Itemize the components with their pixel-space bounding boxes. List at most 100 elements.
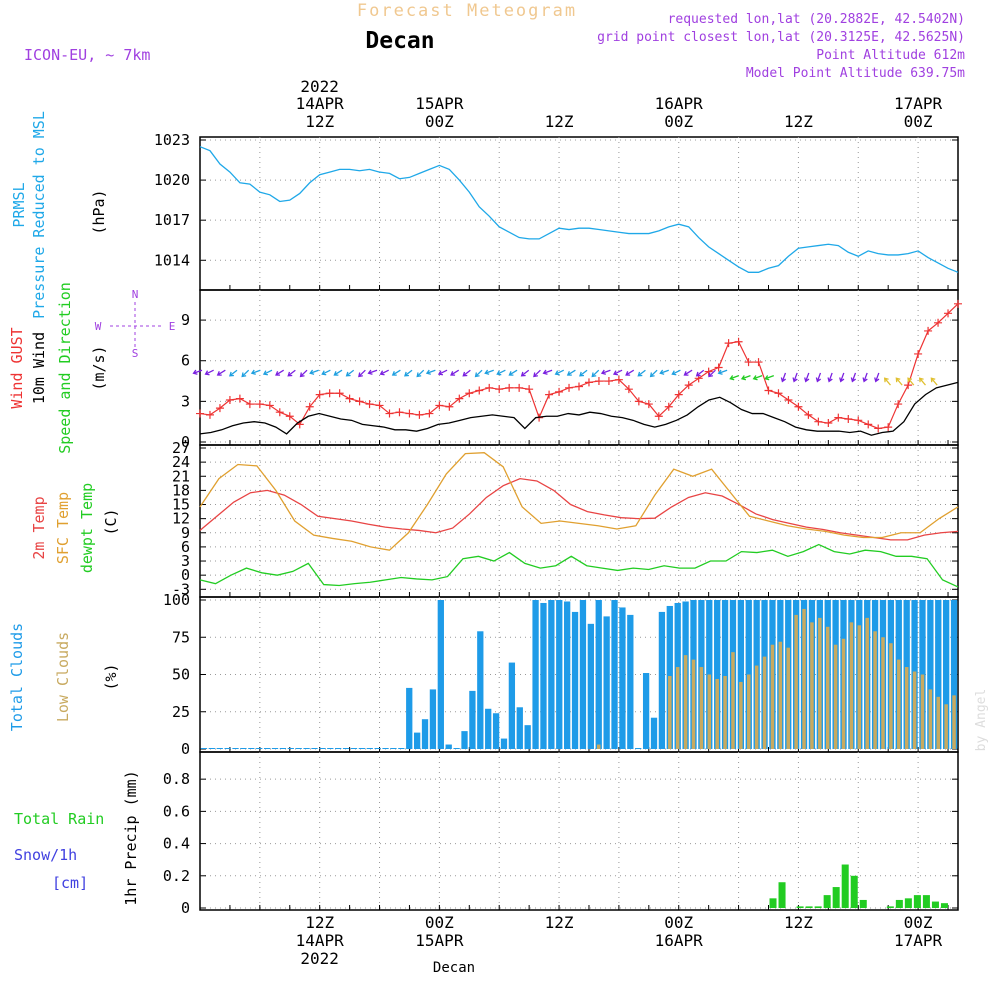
total-cloud-bar — [556, 600, 563, 749]
total-cloud-bar — [737, 600, 745, 749]
rain-bar — [940, 903, 948, 908]
gust-marker — [814, 417, 823, 426]
low-cloud-bar — [596, 744, 601, 749]
wind-direction-arrow — [566, 369, 576, 376]
total-cloud-bar — [311, 748, 318, 749]
low-cloud-bar — [920, 674, 925, 749]
gust-marker — [604, 377, 613, 386]
y-tick-label: 3 — [181, 552, 190, 570]
y-tick-label: 3 — [181, 392, 190, 410]
total-cloud-bar — [508, 662, 516, 749]
wind-direction-arrow — [474, 369, 483, 378]
y-tick-label: 0.2 — [163, 867, 190, 885]
total-cloud-bar — [564, 601, 571, 749]
low-cloud-bar — [857, 625, 862, 749]
cloud-label-total: Total Clouds — [8, 623, 26, 731]
wind-direction-arrow — [367, 369, 378, 375]
total-cloud-bar — [374, 748, 381, 749]
gust-marker — [634, 397, 643, 406]
low-cloud-bar — [683, 655, 688, 749]
rain-bar — [931, 901, 939, 908]
gust-marker — [904, 381, 913, 390]
point-altitude: Point Altitude 612m — [816, 48, 965, 63]
total-cloud-bar — [398, 748, 405, 749]
total-cloud-bar — [524, 725, 531, 749]
wind-direction-arrow — [533, 369, 541, 378]
total-cloud-bar — [595, 600, 602, 749]
gust-marker — [724, 339, 733, 348]
gust-marker — [704, 367, 713, 376]
total-cloud-bar — [366, 748, 373, 749]
wind-direction-arrow — [717, 369, 728, 375]
gust-marker — [235, 394, 244, 403]
temp-unit: (C) — [102, 508, 120, 535]
gust-marker — [375, 401, 384, 410]
low-cloud-bar — [889, 643, 893, 749]
y-tick-label: 0.6 — [163, 802, 190, 820]
total-cloud-bar — [500, 738, 508, 749]
top-year: 2022 — [300, 77, 339, 96]
panel-1: 0 3 6 9 — [181, 289, 962, 451]
total-cloud-bar — [650, 717, 658, 749]
gust-marker — [654, 412, 663, 421]
wind-direction-arrow — [579, 369, 588, 377]
bottom-hour-label: 12Z — [305, 913, 334, 932]
model-altitude: Model Point Altitude 639.75m — [746, 66, 965, 81]
total-cloud-bar — [619, 607, 626, 749]
y-tick-label: 6 — [181, 538, 190, 556]
y-tick-label: 100 — [163, 591, 190, 609]
rain-bar — [886, 906, 894, 908]
y-tick-label: 0 — [181, 433, 190, 451]
wind-direction-arrow — [262, 369, 273, 376]
cloud-labels: Total Clouds Low Clouds (%) — [8, 623, 120, 731]
gust-marker — [545, 390, 554, 399]
gust-marker — [824, 419, 833, 428]
total-cloud-bar — [635, 748, 642, 749]
low-cloud-bar — [707, 674, 712, 749]
low-cloud-bar — [849, 622, 854, 749]
rain-bar — [841, 864, 849, 908]
y-tick-label: 12 — [172, 510, 190, 528]
wind-direction-arrow — [416, 369, 425, 378]
y-tick-label: 15 — [172, 496, 190, 514]
wind-direction-arrow — [508, 369, 518, 376]
total-cloud-bar — [548, 600, 555, 749]
total-cloud-bar — [390, 748, 397, 749]
wind-direction-arrow — [907, 377, 915, 386]
total-cloud-bar — [579, 600, 587, 749]
gust-marker — [774, 389, 783, 398]
total-cloud-bar — [303, 748, 310, 749]
gust-marker — [874, 424, 883, 433]
total-cloud-bar — [935, 600, 942, 749]
gust-marker — [305, 402, 314, 411]
total-cloud-bar — [287, 748, 294, 749]
pressure-line — [199, 146, 959, 273]
compass-s: S — [132, 347, 139, 360]
gust-marker — [594, 377, 603, 386]
top-date-label: 16APR — [655, 94, 704, 113]
wind-direction-arrow — [241, 369, 250, 378]
wind-direction-arrow — [804, 372, 810, 383]
wind-direction-arrow — [192, 369, 203, 375]
gust-marker — [415, 410, 424, 419]
bottom-hour-label: 00Z — [425, 913, 454, 932]
panel-0: 1014 1017 1020 1023 — [154, 131, 959, 291]
total-cloud-bar — [232, 748, 239, 749]
total-cloud-bar — [429, 689, 437, 749]
y-tick-label: 0.4 — [163, 835, 190, 853]
wind-direction-arrow — [229, 369, 238, 377]
wind-direction-arrow — [792, 372, 798, 383]
top-hour-label: 12Z — [545, 112, 574, 131]
wind-direction-arrow — [309, 369, 319, 375]
low-cloud-bar — [825, 626, 830, 749]
wind-labels: Wind GUST 10m Wind Speed and Direction (… — [8, 282, 175, 454]
total-cloud-bar — [950, 600, 958, 749]
bottom-date-label: 15APR — [415, 931, 464, 950]
low-cloud-bar — [873, 631, 877, 749]
wind-direction-arrow — [612, 369, 623, 376]
low-cloud-bar — [668, 675, 672, 749]
y-tick-label: 75 — [172, 628, 190, 646]
y-tick-label: -3 — [172, 580, 190, 598]
wind-direction-arrow — [780, 372, 787, 383]
precip-label-snow: Snow/1h — [14, 846, 77, 864]
